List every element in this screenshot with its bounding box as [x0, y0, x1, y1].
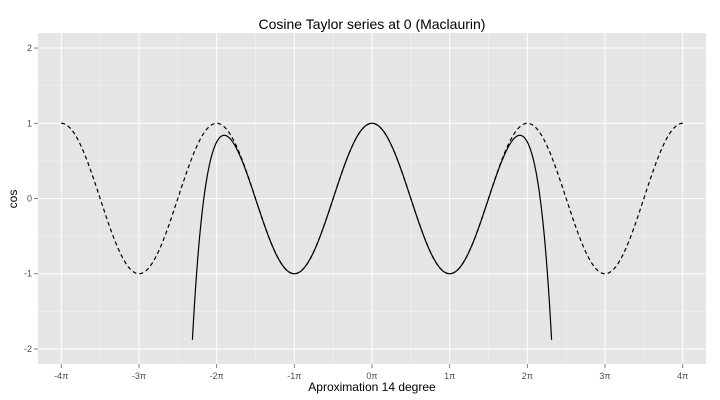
y-axis: -2 -1 0 1 2: [24, 43, 38, 354]
y-axis-title: cos: [6, 190, 20, 209]
x-tick-label: -4π: [54, 371, 68, 381]
y-tick-label: -1: [24, 269, 32, 279]
x-axis: -4π -3π -2π -1π 0π 1π 2π 3π 4π: [54, 364, 688, 381]
x-tick-label: 2π: [522, 371, 533, 381]
x-tick-label: -3π: [132, 371, 146, 381]
y-tick-label: 0: [27, 194, 32, 204]
series-layer: [61, 122, 683, 340]
x-tick-label: -1π: [287, 371, 301, 381]
x-tick-label: 1π: [444, 371, 455, 381]
y-tick-label: -2: [24, 344, 32, 354]
chart-title: Cosine Taylor series at 0 (Maclaurin): [259, 16, 486, 32]
x-tick-label: -2π: [210, 371, 224, 381]
y-tick-label: 1: [27, 118, 32, 128]
grid-major: [38, 33, 706, 364]
x-axis-title: Aproximation 14 degree: [308, 380, 436, 394]
x-tick-label: 3π: [599, 371, 610, 381]
x-tick-label: 0π: [366, 371, 377, 381]
x-tick-label: 4π: [677, 371, 688, 381]
y-tick-label: 2: [27, 43, 32, 53]
series-line-taylor: [191, 122, 553, 340]
